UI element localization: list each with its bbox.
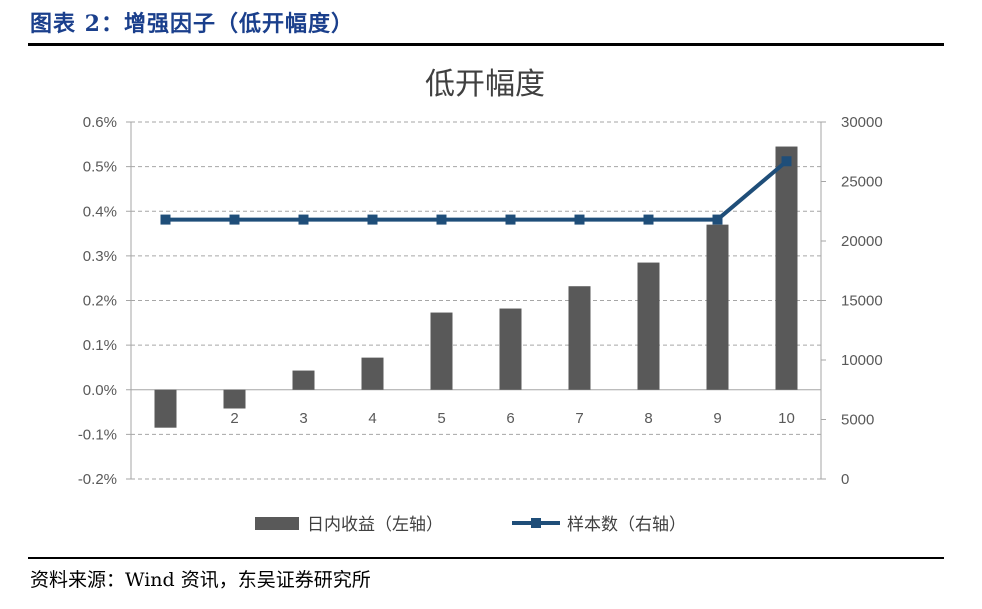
left-tick-label: 0.5% <box>83 159 117 176</box>
line-series <box>160 156 792 225</box>
bar <box>223 389 246 409</box>
bottom-rule <box>28 557 944 559</box>
bar <box>637 262 660 390</box>
chart-title: 低开幅度 <box>425 67 545 102</box>
x-tick-label: 7 <box>575 410 583 427</box>
source-note: 资料来源：Wind 资讯，东吴证券研究所 <box>30 569 371 591</box>
chart-canvas: 低开幅度 0.6% 0.5% 0.4% 0.3% 0.2% 0.1% 0.0% -0.1% -0… <box>78 67 883 535</box>
right-tick-label: 15000 <box>841 293 883 310</box>
x-axis-labels: 2 3 4 5 6 7 8 9 10 <box>230 410 795 427</box>
line-marker <box>712 214 723 225</box>
bar <box>706 224 729 390</box>
legend-bar-swatch <box>255 517 299 530</box>
left-tick-label: 0.3% <box>83 248 117 265</box>
line-marker <box>781 156 792 167</box>
line-marker <box>229 214 240 225</box>
line-marker <box>574 214 585 225</box>
line-marker <box>367 214 378 225</box>
right-tick-label: 5000 <box>841 412 874 429</box>
line-marker <box>505 214 516 225</box>
x-tick-label: 10 <box>778 410 795 427</box>
right-tick-label: 0 <box>841 471 849 488</box>
gridlines <box>131 121 821 480</box>
sample-count-line <box>165 159 788 222</box>
right-axis-labels: 30000 25000 20000 15000 10000 5000 0 <box>841 114 883 488</box>
bar <box>499 308 522 390</box>
left-tick-label: 0.1% <box>83 337 117 354</box>
line-marker <box>436 214 447 225</box>
bar <box>568 286 591 390</box>
bar-series <box>154 146 798 428</box>
left-tick-label: 0.0% <box>83 382 117 399</box>
line-marker <box>298 214 309 225</box>
right-tick-label: 20000 <box>841 233 883 250</box>
legend-line-marker <box>531 518 541 528</box>
bar <box>292 370 315 390</box>
x-tick-label: 5 <box>437 410 445 427</box>
right-tick-label: 30000 <box>841 114 883 131</box>
top-rule <box>28 43 944 46</box>
left-axis-labels: 0.6% 0.5% 0.4% 0.3% 0.2% 0.1% 0.0% -0.1% -0.2% <box>78 114 117 488</box>
bar <box>154 389 177 428</box>
right-tick-label: 25000 <box>841 174 883 191</box>
left-tick-label: -0.2% <box>78 471 117 488</box>
legend-bar-label: 日内收益（左轴） <box>307 515 443 535</box>
line-marker <box>160 214 171 225</box>
bar <box>430 312 453 390</box>
legend-line-label: 样本数（右轴） <box>567 515 686 535</box>
figure-caption: 图表 2：增强因子（低开幅度） <box>30 11 354 37</box>
left-tick-label: 0.6% <box>83 114 117 131</box>
right-tick-label: 10000 <box>841 352 883 369</box>
line-marker <box>643 214 654 225</box>
x-tick-label: 6 <box>506 410 514 427</box>
bar <box>775 146 798 390</box>
bar <box>361 357 384 390</box>
x-tick-label: 2 <box>230 410 238 427</box>
left-tick-label: 0.4% <box>83 203 117 220</box>
x-tick-label: 9 <box>713 410 721 427</box>
left-tick-label: 0.2% <box>83 293 117 310</box>
x-tick-label: 3 <box>299 410 307 427</box>
legend: 日内收益（左轴） 样本数（右轴） <box>255 515 686 535</box>
left-tick-label: -0.1% <box>78 426 117 443</box>
x-tick-label: 8 <box>644 410 652 427</box>
axes <box>126 121 826 480</box>
x-tick-label: 4 <box>368 410 376 427</box>
